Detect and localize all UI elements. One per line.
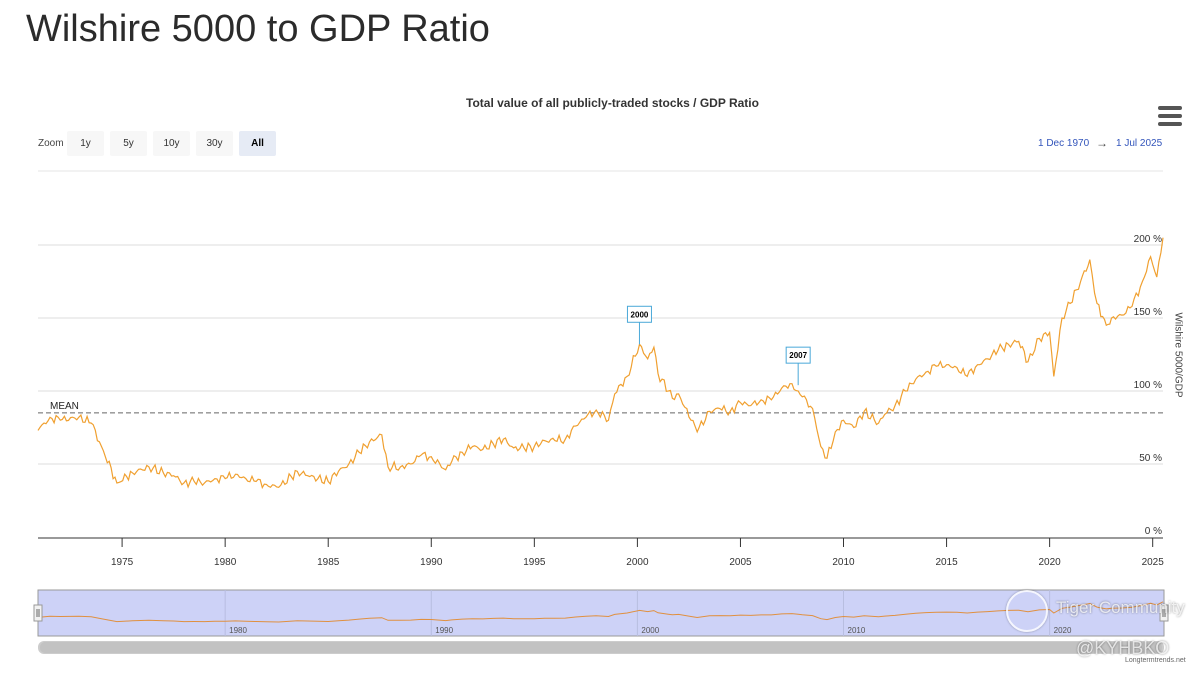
x-tick-label: 2015 — [935, 557, 958, 568]
chart-subtitle: Total value of all publicly-traded stock… — [466, 96, 759, 110]
watermark-handle: @KYHBKO — [1076, 638, 1170, 658]
y-tick-label: 50 % — [1139, 453, 1162, 464]
zoom-30y-button[interactable]: 30y — [196, 131, 233, 156]
x-axis-ticks: 1975 1980 1985 1990 1995 2000 2005 2010 2015 2020… — [111, 538, 1164, 568]
menu-bar — [1158, 106, 1182, 110]
grid-lines — [38, 244, 1163, 465]
y-tick-label: 200 % — [1134, 234, 1162, 245]
zoom-10y-button[interactable]: 10y — [153, 131, 190, 156]
y-axis-title: Wilshire 5000/GDP — [1172, 312, 1184, 398]
x-tick-label: 2005 — [729, 557, 752, 568]
navigator-label: 2020 — [1054, 626, 1072, 635]
x-tick-label: 2000 — [626, 557, 649, 568]
navigator-label: 1990 — [435, 626, 453, 635]
mean-layer: MEAN — [38, 401, 1163, 414]
y-tick-label: 100 % — [1134, 380, 1162, 391]
y-tick-label: 0 % — [1145, 526, 1162, 537]
navigator-handle-left[interactable] — [33, 604, 43, 622]
x-tick-label: 1975 — [111, 557, 134, 568]
scrollbar-thumb[interactable] — [40, 642, 1162, 653]
navigator-label: 2000 — [641, 626, 659, 635]
annotation-2000: 2000 — [626, 305, 652, 345]
x-tick-label: 2020 — [1039, 557, 1062, 568]
tiger-logo-icon — [1006, 590, 1048, 632]
navigator-label: 2010 — [848, 626, 866, 635]
mean-label: MEAN — [50, 401, 79, 412]
x-tick-label: 1990 — [420, 557, 443, 568]
zoom-1y-button[interactable]: 1y — [67, 131, 104, 156]
x-tick-label: 1995 — [523, 557, 546, 568]
annotation-box — [626, 305, 652, 323]
zoom-all-button[interactable]: All — [239, 131, 276, 156]
range-to-date[interactable]: 1 Jul 2025 — [1116, 138, 1163, 149]
range-from-date[interactable]: 1 Dec 1970 — [1038, 138, 1090, 149]
x-tick-label: 1980 — [214, 557, 237, 568]
annotation-label: 2000 — [631, 310, 649, 319]
y-axis-ticks: 0 % 50 % 100 % 150 % 200 % — [1134, 234, 1162, 537]
x-tick-label: 2025 — [1142, 557, 1165, 568]
navigator-series-line — [37, 601, 1164, 623]
navigator-window[interactable] — [37, 589, 1165, 637]
watermark-community: Tiger Community — [1056, 598, 1185, 617]
annotation-label: 2007 — [789, 351, 807, 360]
annotation-layer: 2000 2007 — [626, 305, 811, 386]
source-credit: Longtermtrends.net — [1125, 657, 1186, 664]
annotation-2007: 2007 — [785, 346, 811, 386]
series-line — [37, 237, 1164, 490]
zoom-5y-button[interactable]: 5y — [110, 131, 147, 156]
page-title: Wilshire 5000 to GDP Ratio — [26, 8, 490, 50]
x-tick-label: 1985 — [317, 557, 340, 568]
zoom-label: Zoom — [38, 138, 64, 149]
navigator-handle-icon[interactable] — [33, 604, 43, 622]
scrollbar-track[interactable] — [38, 641, 1164, 654]
y-tick-label: 150 % — [1134, 307, 1162, 318]
menu-bar — [1158, 114, 1182, 118]
x-tick-label: 2010 — [832, 557, 855, 568]
annotation-box — [785, 346, 811, 364]
navigator-grid: 1980 1990 2000 2010 2020 — [224, 590, 1072, 636]
menu-bar — [1158, 122, 1182, 126]
navigator-label: 1980 — [229, 626, 247, 635]
hamburger-menu-icon[interactable] — [1158, 106, 1182, 126]
range-arrow: → — [1096, 136, 1108, 150]
